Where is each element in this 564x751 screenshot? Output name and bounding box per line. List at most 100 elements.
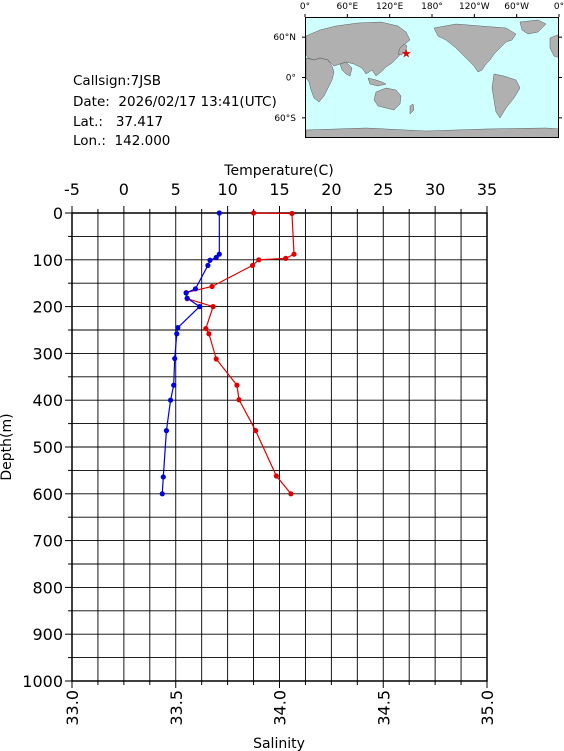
temperature-data-point [291,251,297,257]
lat-value: 37.417 [115,114,164,130]
india-landmass [339,61,353,77]
temperature-tick-label: 20 [321,180,341,199]
world-map: ★ [305,17,559,138]
salinity-data-point [205,262,211,269]
temperature-tick-label: 25 [373,180,393,199]
greenland-landmass [519,19,547,35]
temperature-data-point [236,397,242,403]
map-longitude-label: 180° [421,2,443,12]
temperature-tick-label: 0 [119,180,129,199]
salinity-data-point [192,286,199,292]
date-line: Date: 2026/02/17 13:41(UTC) [73,94,277,110]
callsign-line: Callsign:7JSB [73,73,161,89]
depth-tick-label: 0 [53,204,63,223]
land-masses [306,19,558,137]
temperature-data-point [234,382,240,388]
map-frame: 0° 60°E 120°E 180° 120°W 60°W 0° 60°N 0° 60°S [273,2,564,124]
europe-west-landmass [549,34,558,58]
salinity-data-point [207,257,213,263]
temperature-data-point [213,356,219,362]
salinity-data-point [172,355,178,362]
japan-landmass [397,43,408,56]
date-label: Date: [73,94,110,110]
salinity-tick-labels: 33.0 33.5 34.0 34.5 35.0 [63,690,497,726]
lon-label: Lon.: [73,133,106,149]
depth-axis-title: Depth(m) [0,413,15,480]
temperature-data-point [253,428,259,434]
temperature-tick-label: 10 [217,180,237,199]
temperature-data-point [206,331,212,337]
africa-landmass [306,57,335,103]
temperature-tick-labels: -5 0 5 10 15 20 25 30 35 [64,180,497,199]
date-value: 2026/02/17 13:41(UTC) [118,94,277,110]
temperature-tick-label: 5 [171,180,181,199]
callsign-value: 7JSB [130,73,162,89]
new-zealand-landmass [409,103,415,115]
map-longitude-label: 120°E [376,2,404,12]
data-series [159,210,297,497]
temperature-tick-label: 15 [269,180,289,199]
salinity-data-point [171,382,177,388]
salinity-data-point [197,304,203,310]
salinity-data-point [167,397,174,403]
lat-line: Lat.: 37.417 [73,114,163,130]
map-longitude-labels: 0° 60°E 120°E 180° 120°W 60°W 0° [300,2,564,12]
salinity-data-point [174,331,180,337]
salinity-data-point [175,325,181,331]
north-america-landmass [433,23,517,73]
temperature-data-point [256,257,262,263]
map-latitude-label: 0° [286,74,296,84]
temperature-data-point [273,473,279,479]
australia-landmass [373,87,402,111]
temperature-data-point [288,491,294,497]
salinity-data-point [183,290,189,296]
map-ticks [302,14,562,119]
world-map-svg: ★ [306,19,558,137]
depth-tick-label: 300 [32,344,63,363]
map-latitude-label: 60°S [274,114,296,124]
salinity-data-point [163,428,170,434]
salinity-tick-label: 33.0 [63,690,82,726]
lon-value: 142.000 [114,133,171,149]
map-latitude-label: 60°N [273,33,296,43]
depth-tick-label: 800 [32,578,63,597]
grid-lines [71,212,488,682]
temperature-data-point [203,325,209,332]
map-latitude-labels: 60°N 0° 60°S [273,33,296,124]
temperature-tick-label: 30 [425,180,445,199]
lat-label: Lat.: [73,114,103,130]
lon-line: Lon.: 142.000 [73,133,170,149]
depth-tick-label: 900 [32,625,63,644]
temperature-axis-title: Temperature(C) [223,163,333,179]
map-longitude-label: 60°E [337,2,359,12]
map-longitude-label: 0° [554,2,564,12]
temperature-data-point [250,210,257,216]
sea-islands [367,77,387,87]
temperature-data-point [283,255,289,261]
salinity-axis-title: Salinity [253,736,305,751]
depth-tick-labels: 0 100 200 300 400 500 600 700 800 900 1000 [22,204,63,691]
station-marker: ★ [401,46,412,60]
salinity-tick-label: 34.0 [271,690,290,726]
depth-tick-label: 100 [32,251,63,270]
salinity-data-point [213,254,219,261]
temperature-data-point [249,262,256,269]
map-longitude-label: 120°W [459,2,490,12]
depth-tick-label: 500 [32,438,63,457]
salinity-tick-label: 33.5 [167,690,186,726]
south-america-landmass [491,73,521,119]
axis-ticks [65,206,488,688]
map-longitude-label: 0° [300,2,310,12]
salinity-data-point [159,491,165,497]
depth-tick-label: 1000 [22,672,63,691]
salinity-data-point [160,474,166,480]
salinity-tick-label: 35.0 [478,690,497,726]
temperature-tick-label: -5 [64,180,80,199]
temperature-data-point [210,304,216,310]
salinity-data-point [216,210,222,216]
map-longitude-label: 60°W [504,2,529,12]
depth-tick-label: 700 [32,532,63,551]
salinity-data-point [184,295,190,301]
antarctica-landmass [306,127,558,137]
